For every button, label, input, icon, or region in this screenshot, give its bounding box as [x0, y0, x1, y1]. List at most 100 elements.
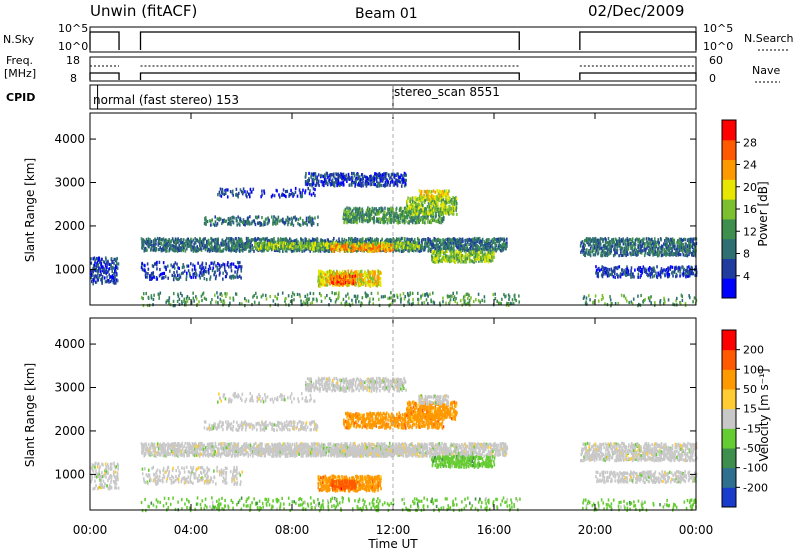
echo-cell [442, 190, 444, 194]
echo-cell [294, 215, 296, 219]
echo-cell [305, 171, 307, 176]
echo-cell [639, 247, 641, 251]
echo-cell [376, 184, 379, 188]
echo-cell [631, 246, 634, 250]
echo-cell [482, 253, 484, 257]
echo-cell [358, 219, 361, 223]
echo-cell [242, 218, 245, 222]
echo-cell [375, 219, 378, 223]
echo-cell [373, 207, 376, 211]
echo-cell [425, 245, 427, 249]
echo-cell [451, 210, 453, 214]
echo-cell [191, 268, 194, 272]
echo-cell [347, 279, 349, 283]
echo-cell [201, 243, 204, 247]
echo-cell [411, 221, 414, 225]
echo-cell [415, 195, 417, 200]
echo-cell [366, 219, 369, 223]
echo-cell [654, 244, 656, 248]
echo-cell [358, 273, 360, 277]
echo-cell [306, 245, 309, 250]
echo-cell [336, 280, 339, 284]
echo-cell [284, 249, 287, 253]
echo-cell [692, 239, 694, 243]
echo-cell [236, 260, 239, 265]
echo-cell [406, 208, 409, 213]
echo-cell [356, 183, 359, 187]
echo-cell [431, 258, 433, 262]
echo-cell [589, 243, 591, 247]
echo-cell [497, 246, 499, 250]
echo-cell [326, 241, 328, 245]
echo-cell [419, 218, 422, 222]
echo-cell [351, 274, 354, 279]
echo-cell [617, 243, 620, 248]
echo-cell [625, 247, 628, 251]
echo-cell [649, 242, 652, 246]
echo-cell [278, 249, 281, 253]
echo-cell [629, 238, 632, 242]
echo-cell [229, 237, 231, 241]
echo-cell [415, 204, 418, 209]
echo-cell [147, 240, 150, 244]
echo-cell [176, 238, 178, 242]
echo-cell [378, 212, 380, 216]
echo-cell [216, 249, 218, 253]
echo-cell [637, 245, 640, 249]
echo-cell [630, 242, 632, 246]
echo-cell [260, 238, 262, 242]
echo-cell [428, 212, 430, 216]
echo-cell [444, 254, 447, 258]
echo-cell [466, 240, 469, 244]
echo-cell [221, 249, 223, 253]
echo-cell [350, 241, 352, 245]
echo-cell [284, 220, 287, 224]
echo-cell [601, 275, 604, 279]
echo-cell [394, 248, 396, 252]
echo-cell [340, 246, 342, 250]
echo-cell [345, 272, 348, 276]
echo-cell [421, 242, 424, 246]
echo-cell [364, 182, 366, 186]
echo-cell [148, 245, 151, 249]
echo-cell [343, 277, 346, 281]
echo-cell [678, 251, 680, 255]
echo-cell [361, 172, 364, 177]
echo-cell [176, 273, 179, 277]
echo-cell [203, 268, 205, 272]
echo-cell [287, 239, 290, 244]
echo-cell [438, 251, 441, 255]
echo-cell [186, 242, 189, 246]
echo-cell [360, 281, 363, 286]
echo-cell [494, 245, 496, 250]
echo-cell [444, 247, 447, 251]
echo-cell [301, 241, 303, 245]
echo-cell [653, 237, 656, 241]
echo-cell [346, 241, 348, 245]
echo-cell [635, 249, 638, 254]
echo-cell [430, 254, 433, 258]
echo-cell [402, 213, 404, 217]
echo-cell [262, 246, 264, 250]
echo-cell [640, 239, 642, 244]
echo-cell [385, 244, 387, 248]
echo-cell [456, 212, 458, 216]
echo-cell [390, 246, 392, 250]
echo-cell [238, 243, 241, 247]
echo-cell [361, 249, 364, 253]
echo-cell [253, 249, 255, 253]
echo-cell [171, 273, 174, 278]
echo-cell [637, 250, 640, 255]
cpid-label: CPID [6, 91, 35, 104]
echo-cell [276, 217, 278, 222]
echo-cell [401, 219, 404, 223]
echo-cell [391, 243, 394, 247]
echo-cell [333, 242, 335, 246]
echo-cell [439, 253, 442, 257]
echo-cell [229, 216, 232, 220]
echo-cell [623, 248, 626, 252]
echo-cell [435, 239, 438, 244]
echo-cell [221, 191, 224, 195]
echo-cell [311, 223, 313, 227]
echo-cell [263, 241, 266, 245]
